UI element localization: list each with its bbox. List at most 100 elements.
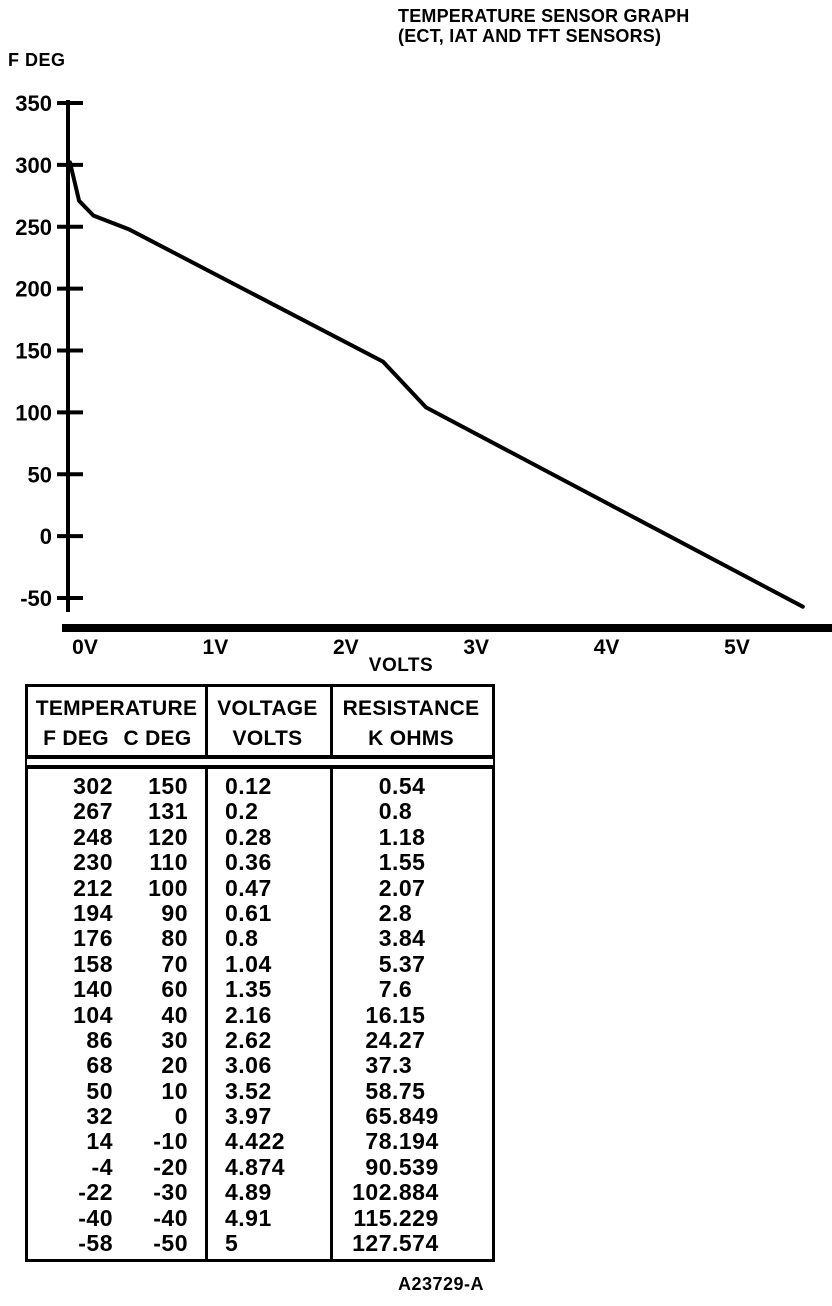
cell-k-ohms-frac: .07	[392, 874, 426, 901]
cell-k-ohms-int: 37	[365, 1052, 392, 1079]
cell-k-ohms-frac: .574	[392, 1230, 439, 1257]
cell-volts: 5	[225, 1230, 239, 1257]
cell-k-ohms-frac: .194	[392, 1128, 439, 1155]
table-body: 302 150 0.12 0.54 267 131 0.2 0.8 248 120 0.28 1.18…	[28, 773, 492, 1257]
cell-k-ohms-int: 5	[378, 950, 392, 977]
cell-c-deg: -30	[153, 1179, 188, 1206]
y-axis-title: F DEG	[8, 50, 66, 70]
cell-k-ohms-frac: .8	[392, 899, 413, 926]
cell-k-ohms-int: 0	[378, 773, 392, 799]
cell-volts: 1.04	[225, 950, 272, 977]
cell-k-ohms-frac: .539	[392, 1153, 439, 1180]
cell-k-ohms-frac: .18	[392, 823, 426, 850]
header-volts: VOLTS	[232, 727, 303, 750]
cell-f-deg: -22	[78, 1179, 113, 1206]
cell-k-ohms-int: 16	[365, 1001, 392, 1028]
cell-volts: 4.91	[225, 1204, 272, 1231]
cell-f-deg: 302	[73, 773, 113, 799]
table-row: -40 -40 4.91 115.229	[28, 1204, 492, 1231]
y-axis-tick	[57, 472, 83, 477]
cell-c-deg: 60	[161, 976, 188, 1003]
y-axis-tick-label: -50	[20, 586, 52, 611]
figure-title-line2: (ECT, IAT AND TFT SENSORS)	[398, 26, 662, 46]
table-row: 158 70 1.04 5.37	[28, 950, 492, 977]
cell-k-ohms-int: 102	[352, 1179, 392, 1206]
figure-title: TEMPERATURE SENSOR GRAPH (ECT, IAT AND T…	[398, 6, 690, 46]
cell-k-ohms-int: 0	[378, 798, 392, 825]
cell-c-deg: 10	[161, 1077, 188, 1104]
x-axis-tick-label: 2V	[333, 636, 359, 659]
cell-c-deg: 40	[161, 1001, 188, 1028]
table-row: 212 100 0.47 2.07	[28, 874, 492, 901]
header-voltage: VOLTAGE	[217, 697, 318, 720]
cell-k-ohms-int: 2	[378, 899, 392, 926]
header-resistance: RESISTANCE	[342, 697, 480, 720]
cell-f-deg: 248	[73, 823, 113, 850]
x-axis-tick-label: 0V	[72, 636, 98, 659]
y-axis-tick-label: 100	[15, 400, 52, 425]
x-axis-line	[62, 624, 832, 632]
table-row: 248 120 0.28 1.18	[28, 823, 492, 850]
header-temperature: TEMPERATURE	[35, 697, 198, 720]
y-axis-tick	[57, 348, 83, 353]
cell-f-deg: 158	[73, 950, 113, 977]
cell-c-deg: -20	[153, 1153, 188, 1180]
y-axis-tick	[57, 410, 83, 415]
y-axis-line	[66, 100, 70, 612]
y-axis-tick	[57, 596, 83, 600]
cell-k-ohms-int: 1	[378, 823, 392, 850]
table-row: -4 -20 4.874 90.539	[28, 1153, 492, 1180]
cell-f-deg: 212	[73, 874, 113, 901]
column-divider	[330, 687, 333, 1259]
table-row: -22 -30 4.89 102.884	[28, 1179, 492, 1206]
cell-k-ohms-frac: .6	[392, 976, 413, 1003]
table-row: 230 110 0.36 1.55	[28, 849, 492, 876]
cell-f-deg: 68	[86, 1052, 113, 1079]
cell-volts: 0.12	[225, 773, 272, 799]
cell-k-ohms-int: 127	[352, 1230, 392, 1257]
cell-f-deg: 140	[73, 976, 113, 1003]
cell-volts: 0.36	[225, 849, 272, 876]
table-row: 86 30 2.62 24.27	[28, 1026, 492, 1053]
cell-volts: 3.52	[225, 1077, 272, 1104]
cell-volts: 4.874	[225, 1153, 286, 1180]
cell-c-deg: 30	[161, 1026, 188, 1053]
cell-k-ohms-frac: .3	[392, 1052, 413, 1079]
y-axis-tick-label: 200	[15, 277, 52, 302]
y-axis-tick	[57, 286, 83, 291]
cell-k-ohms-frac: .849	[392, 1103, 439, 1130]
figure-code: A23729-A	[398, 1274, 485, 1294]
cell-k-ohms-int: 90	[365, 1153, 392, 1180]
cell-k-ohms-frac: .884	[392, 1179, 439, 1206]
cell-f-deg: 194	[73, 899, 113, 926]
cell-f-deg: -58	[78, 1230, 113, 1257]
cell-k-ohms-frac: .15	[392, 1001, 426, 1028]
figure-title-line1: TEMPERATURE SENSOR GRAPH	[398, 6, 690, 26]
y-axis-tick	[57, 224, 83, 229]
cell-k-ohms-frac: .8	[392, 798, 413, 825]
cell-k-ohms-frac: .229	[392, 1204, 439, 1231]
cell-k-ohms-frac: .54	[392, 773, 426, 799]
cell-k-ohms-frac: .27	[392, 1026, 426, 1053]
cell-volts: 3.06	[225, 1052, 272, 1079]
cell-k-ohms-int: 115	[353, 1204, 392, 1231]
cell-f-deg: 267	[73, 798, 113, 825]
cell-volts: 0.47	[225, 874, 272, 901]
temperature-sensor-graph: 350 300 250 200 150 100 50 0 -50 0V 1V 2V 3V 4V 5V	[15, 91, 832, 659]
cell-k-ohms-int: 2	[378, 874, 392, 901]
cell-k-ohms-frac: .37	[392, 950, 426, 977]
cell-k-ohms-int: 24	[365, 1026, 392, 1053]
table-row: 50 10 3.52 58.75	[28, 1077, 492, 1104]
cell-f-deg: 32	[86, 1103, 113, 1130]
cell-f-deg: 176	[73, 925, 113, 952]
y-axis-tick	[57, 101, 83, 105]
x-axis-tick-label: 3V	[463, 636, 489, 659]
cell-c-deg: 110	[149, 849, 188, 876]
x-axis-title: VOLTS	[368, 655, 434, 676]
cell-c-deg: 0	[174, 1103, 188, 1130]
cell-volts: 0.61	[225, 899, 272, 926]
cell-f-deg: -4	[91, 1153, 113, 1180]
cell-k-ohms-int: 1	[378, 849, 392, 876]
cell-f-deg: 14	[86, 1128, 113, 1155]
x-axis-tick-label: 4V	[594, 636, 620, 659]
